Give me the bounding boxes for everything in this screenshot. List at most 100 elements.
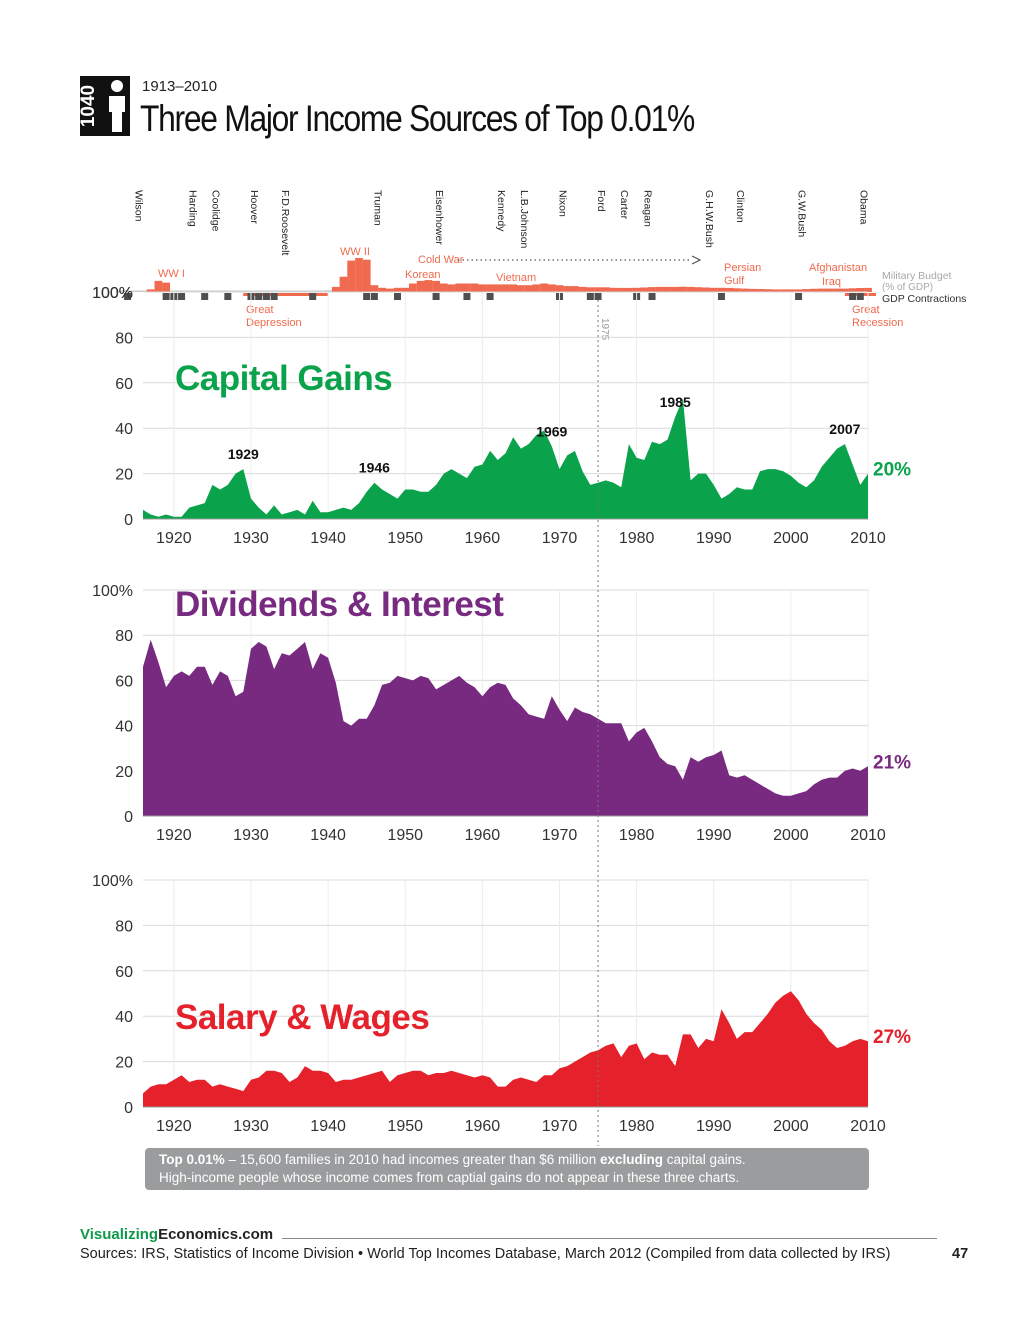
military-budget-bar xyxy=(702,287,710,292)
y-tick-label: 100% xyxy=(92,583,133,600)
y-tick-label: 60 xyxy=(115,673,133,690)
note-text2: capital gains. xyxy=(663,1152,746,1167)
military-budget-bar xyxy=(733,288,741,292)
military-budget-bar xyxy=(779,289,788,292)
military-budget-bar xyxy=(740,288,749,292)
footer-rule xyxy=(282,1238,937,1239)
military-budget-bar xyxy=(362,259,371,292)
military-budget-bar xyxy=(601,287,610,292)
military-budget-bar xyxy=(655,286,664,292)
site-name-part1: Visualizing xyxy=(80,1226,159,1243)
military-budget-bar xyxy=(833,288,841,292)
military-budget-bar xyxy=(509,284,518,293)
gdp-contraction-marker xyxy=(586,293,594,300)
military-budget-bar xyxy=(756,289,764,292)
military-budget-bar xyxy=(478,284,487,293)
military-budget-bar xyxy=(301,290,309,292)
note-bold-top: Top 0.01% xyxy=(159,1152,225,1167)
military-budget-bar xyxy=(856,288,865,292)
x-tick-label: 2010 xyxy=(850,530,886,547)
event-label: Persian xyxy=(724,262,761,274)
end-value-label: 27% xyxy=(873,1027,911,1048)
military-budget-bar xyxy=(810,288,818,292)
gdp-contraction-marker xyxy=(394,293,402,300)
area-series-2 xyxy=(143,639,868,816)
military-budget-bar xyxy=(540,283,548,292)
military-budget-bar xyxy=(223,290,232,292)
y-tick-label: 60 xyxy=(115,964,133,981)
x-tick-label: 1960 xyxy=(465,530,501,547)
military-budget-bar xyxy=(162,282,170,292)
event-label: Korean xyxy=(405,269,440,281)
military-budget-bar xyxy=(116,290,124,292)
gdp-contraction-marker xyxy=(262,293,270,300)
military-budget-bar xyxy=(447,284,456,293)
gdp-contraction-marker xyxy=(856,293,864,300)
military-budget-bar xyxy=(470,283,479,292)
military-budget-bar xyxy=(370,285,379,292)
military-budget-bar xyxy=(686,286,695,292)
gdp-contraction-marker xyxy=(201,293,209,300)
president-label: L.B.Johnson xyxy=(518,190,530,249)
military-budget-bar xyxy=(586,287,595,292)
x-tick-label: 2000 xyxy=(773,1118,809,1135)
military-budget-bar xyxy=(455,283,464,292)
area-series-3 xyxy=(143,991,868,1107)
gdp-contraction-marker xyxy=(717,293,725,300)
military-budget-bar xyxy=(463,283,471,292)
military-budget-bar xyxy=(409,283,417,292)
x-tick-label: 1940 xyxy=(310,530,346,547)
military-budget-bar xyxy=(617,287,626,292)
end-value-label: 21% xyxy=(873,752,911,773)
military-budget-bar xyxy=(578,286,587,292)
president-label: Eisenhower xyxy=(433,190,445,245)
x-tick-label: 1930 xyxy=(233,530,269,547)
note-text1: – 15,600 families in 2010 had incomes gr… xyxy=(224,1152,601,1167)
military-budget-bar xyxy=(270,290,278,292)
site-link[interactable]: VisualizingEconomics.com xyxy=(80,1226,273,1243)
y-tick-label: 0 xyxy=(124,809,133,826)
y-tick-label: 0 xyxy=(124,1100,133,1117)
military-budget-bar xyxy=(787,289,795,292)
event-label: Vietnam xyxy=(496,272,536,284)
gdp-contraction-marker xyxy=(178,293,186,300)
military-budget-bar xyxy=(763,289,772,292)
military-budget-bar xyxy=(794,289,803,292)
y-tick-label: 80 xyxy=(115,330,133,347)
peak-label: 1969 xyxy=(536,423,567,439)
gdp-contraction-marker xyxy=(363,293,371,300)
military-budget-bar xyxy=(725,287,734,292)
president-label: F.D.Roosevelt xyxy=(279,190,291,255)
military-budget-bar xyxy=(547,284,556,293)
military-budget-bar xyxy=(308,290,317,292)
x-tick-label: 1920 xyxy=(156,827,192,844)
military-budget-bar xyxy=(493,284,502,293)
gdp-contraction-marker xyxy=(224,293,232,300)
cold-war-arrow-head xyxy=(691,255,702,265)
gdp-contraction-marker xyxy=(270,293,278,300)
military-budget-bar xyxy=(555,285,564,292)
page-number: 47 xyxy=(952,1246,969,1262)
military-budget-bar xyxy=(177,290,186,292)
event-label: Iraq xyxy=(822,276,841,288)
military-budget-bar xyxy=(347,260,356,293)
military-budget-bar xyxy=(401,287,410,293)
site-name-part2: Economics.com xyxy=(158,1226,274,1243)
area-series-1 xyxy=(143,398,868,519)
x-tick-label: 1980 xyxy=(619,530,655,547)
gdp-contraction-marker xyxy=(309,293,317,300)
military-budget-bar xyxy=(663,286,672,292)
event-label: Afghanistan xyxy=(809,262,867,274)
tax-form-1040-logo: 1040 xyxy=(80,76,130,136)
military-budget-bar xyxy=(848,288,857,292)
president-label: Carter xyxy=(618,190,630,220)
great-depression-bar xyxy=(243,293,329,296)
note-line2: High-income people whose income comes fr… xyxy=(159,1170,740,1185)
x-tick-label: 2000 xyxy=(773,827,809,844)
event-label: WW I xyxy=(158,268,185,280)
military-budget-bar xyxy=(625,287,633,292)
legend-military-label: Military Budget xyxy=(882,270,952,282)
military-budget-bar xyxy=(378,287,386,293)
military-budget-bar xyxy=(216,290,224,292)
military-budget-bar xyxy=(817,288,826,292)
